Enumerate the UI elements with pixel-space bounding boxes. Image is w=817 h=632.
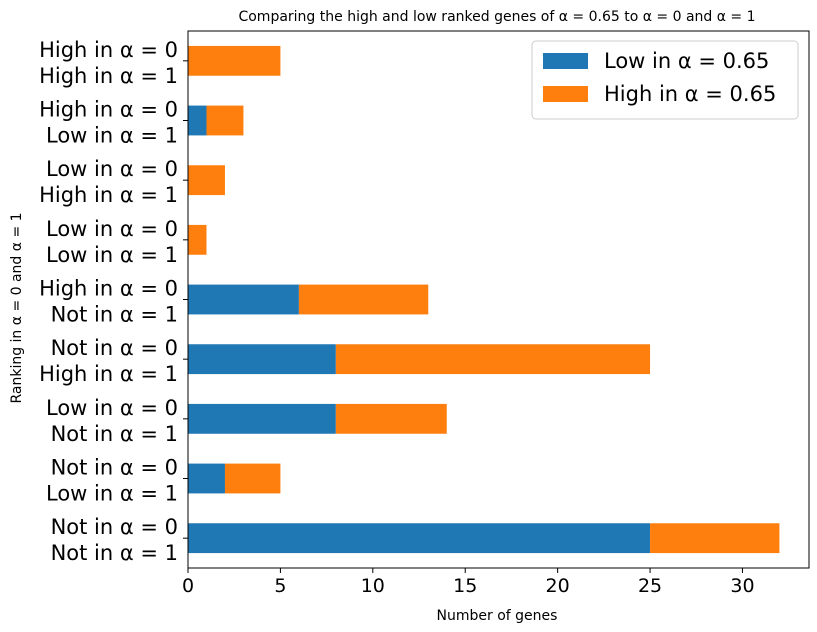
chart-title: Comparing the high and low ranked genes …: [238, 9, 755, 25]
bar-low-4: [188, 284, 299, 315]
x-tick-label: 30: [730, 575, 754, 597]
legend-swatch-0: [543, 53, 588, 69]
bars-group: [188, 45, 780, 554]
y-axis-label: Ranking in α = 0 and α = 1: [9, 212, 25, 403]
y-tick-label: Low in α = 0 Not in α = 1: [46, 396, 178, 446]
plot-frame: [187, 30, 810, 569]
y-ticks-group: Not in α = 0 Not in α = 1 Not in α = 0 Low …: [39, 38, 188, 565]
legend-label-0: Low in α = 0.65: [604, 49, 769, 73]
legend: Low in α = 0.65 High in α = 0.65: [531, 40, 799, 120]
x-tick-label: 25: [638, 575, 662, 597]
bar-low-7: [188, 105, 207, 136]
y-tick-label: Low in α = 0 High in α = 1: [39, 157, 178, 207]
bar-high-4: [298, 284, 429, 315]
y-tick-label: Not in α = 0 Not in α = 1: [51, 515, 178, 565]
legend-box: [531, 40, 799, 120]
x-axis-label: Number of genes: [437, 608, 558, 624]
bar-high-1: [224, 463, 281, 494]
x-tick-label: 0: [182, 575, 194, 597]
x-ticks-group: 0 5 10 15 20 25 30: [182, 568, 755, 597]
bar-high-2: [335, 403, 447, 434]
y-tick-label: Not in α = 0 Low in α = 1: [46, 456, 178, 506]
legend-label-1: High in α = 0.65: [604, 82, 776, 106]
x-tick-label: 5: [274, 575, 286, 597]
x-tick-label: 15: [453, 575, 477, 597]
y-tick-label: High in α = 0 Not in α = 1: [39, 277, 178, 327]
y-tick-label: Low in α = 0 Low in α = 1: [46, 217, 178, 267]
bar-high-0: [650, 523, 780, 554]
y-tick-label: High in α = 0 High in α = 1: [39, 38, 178, 88]
legend-swatch-1: [543, 86, 588, 102]
x-tick-label: 20: [546, 575, 570, 597]
y-tick-label: High in α = 0 Low in α = 1: [39, 98, 178, 148]
bar-low-2: [188, 403, 336, 434]
bar-high-7: [206, 105, 244, 136]
bar-high-6: [188, 165, 225, 196]
bar-high-3: [335, 344, 651, 375]
bar-high-8: [188, 45, 281, 76]
y-tick-label: Not in α = 0 High in α = 1: [39, 336, 178, 386]
bar-high-5: [188, 224, 207, 255]
bar-low-1: [188, 463, 225, 494]
bar-low-0: [188, 523, 651, 554]
x-tick-label: 10: [361, 575, 385, 597]
bar-low-3: [188, 344, 336, 375]
